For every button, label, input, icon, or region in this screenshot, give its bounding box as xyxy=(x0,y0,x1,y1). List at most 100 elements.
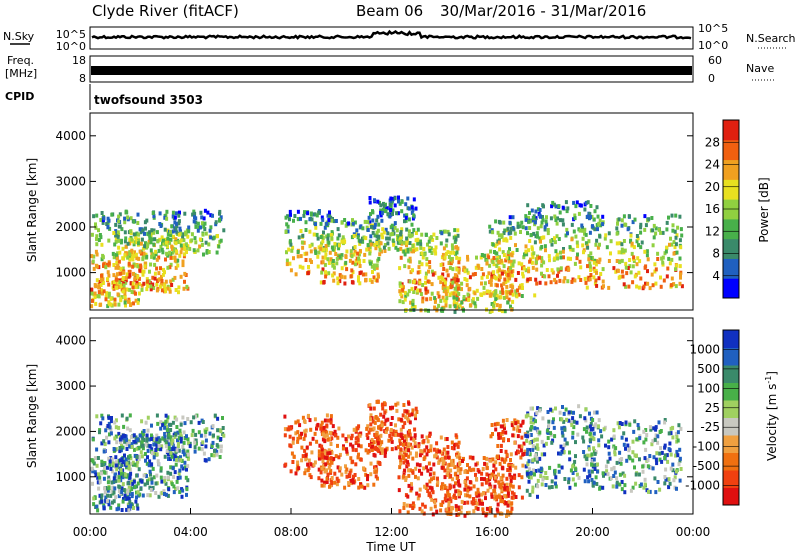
power-colorbar-label: 12 xyxy=(705,224,720,238)
power-colorbar-label: 16 xyxy=(705,202,720,216)
heatmap-cell xyxy=(543,274,547,279)
velocity-colorbar-segment xyxy=(723,382,739,401)
noise-left-top-tick: 10^5 xyxy=(56,28,86,41)
heatmap-cell xyxy=(103,486,106,491)
heatmap-cell xyxy=(472,484,476,489)
heatmap-cell xyxy=(663,475,667,479)
heatmap-cell xyxy=(330,459,333,464)
heatmap-cell xyxy=(303,471,307,476)
heatmap-cell xyxy=(495,257,499,262)
heatmap-cell xyxy=(114,472,118,477)
velocity-ytick-label: 4000 xyxy=(55,334,86,348)
heatmap-cell xyxy=(285,258,289,263)
heatmap-cell xyxy=(416,476,420,481)
heatmap-cell xyxy=(511,215,515,220)
heatmap-cell xyxy=(113,436,117,441)
heatmap-cell xyxy=(143,220,147,225)
heatmap-cell xyxy=(421,255,425,260)
heatmap-cell xyxy=(219,444,223,449)
heatmap-cell xyxy=(456,278,460,283)
heatmap-cell xyxy=(352,234,356,238)
heatmap-cell xyxy=(458,456,462,461)
heatmap-cell xyxy=(551,200,555,205)
heatmap-cell xyxy=(432,476,436,481)
heatmap-cell xyxy=(163,282,167,287)
heatmap-cell xyxy=(528,440,532,445)
heatmap-cell xyxy=(347,434,350,439)
heatmap-cell xyxy=(90,304,94,309)
heatmap-cell xyxy=(525,252,529,257)
heatmap-cell xyxy=(213,448,216,453)
heatmap-cell xyxy=(115,285,118,290)
heatmap-cell xyxy=(153,276,157,281)
heatmap-cell xyxy=(590,452,594,457)
heatmap-cell xyxy=(480,267,484,271)
heatmap-cell xyxy=(403,297,407,302)
heatmap-cell xyxy=(193,211,197,216)
heatmap-cell xyxy=(621,471,625,476)
heatmap-cell xyxy=(177,471,181,476)
heatmap-cell xyxy=(106,480,110,485)
heatmap-cell xyxy=(285,222,289,227)
heatmap-cell xyxy=(356,437,360,442)
heatmap-cell xyxy=(137,282,141,286)
heatmap-cell xyxy=(534,216,538,221)
heatmap-cell xyxy=(500,487,504,492)
heatmap-cell xyxy=(446,470,450,475)
heatmap-cell xyxy=(125,272,129,277)
heatmap-cell xyxy=(135,503,139,508)
heatmap-cell xyxy=(502,220,506,225)
heatmap-cell xyxy=(98,233,102,237)
heatmap-cell xyxy=(615,241,619,246)
heatmap-cell xyxy=(620,487,624,492)
heatmap-cell xyxy=(487,271,491,276)
heatmap-cell xyxy=(562,247,565,251)
heatmap-cell xyxy=(183,460,187,465)
heatmap-cell xyxy=(288,239,292,244)
heatmap-cell xyxy=(155,266,159,271)
heatmap-cell xyxy=(570,237,574,242)
heatmap-cell xyxy=(506,491,510,496)
heatmap-cell xyxy=(334,454,338,459)
heatmap-cell xyxy=(179,436,183,441)
heatmap-cell xyxy=(153,237,157,242)
heatmap-cell xyxy=(424,271,428,276)
heatmap-cell xyxy=(511,484,515,489)
heatmap-cell xyxy=(529,257,533,262)
heatmap-cell xyxy=(91,469,95,474)
heatmap-cell xyxy=(679,426,683,431)
heatmap-cell xyxy=(480,253,484,257)
heatmap-cell xyxy=(187,229,191,234)
heatmap-cell xyxy=(127,261,131,266)
heatmap-cell xyxy=(102,449,106,454)
heatmap-cell xyxy=(583,276,587,281)
heatmap-cell xyxy=(106,304,110,309)
heatmap-cell xyxy=(357,424,361,429)
heatmap-cell xyxy=(403,468,407,473)
heatmap-cell xyxy=(115,256,119,261)
heatmap-cell xyxy=(491,242,495,247)
heatmap-cell xyxy=(612,266,616,271)
heatmap-cell xyxy=(120,413,124,418)
heatmap-cell xyxy=(308,229,312,234)
heatmap-cell xyxy=(117,302,121,307)
heatmap-cell xyxy=(181,466,185,471)
heatmap-cell xyxy=(150,451,154,456)
heatmap-cell xyxy=(354,428,358,433)
heatmap-cell xyxy=(466,292,470,297)
heatmap-cell xyxy=(484,496,487,501)
heatmap-cell xyxy=(337,246,341,251)
heatmap-cell xyxy=(137,241,140,246)
heatmap-cell xyxy=(558,218,562,223)
heatmap-cell xyxy=(490,309,494,314)
heatmap-cell xyxy=(445,251,448,256)
heatmap-cell xyxy=(521,452,525,457)
heatmap-cell xyxy=(283,427,287,432)
heatmap-cell xyxy=(97,285,101,290)
heatmap-cell xyxy=(493,484,497,489)
heatmap-cell xyxy=(129,471,133,476)
heatmap-cell xyxy=(654,425,658,430)
heatmap-cell xyxy=(383,243,387,247)
heatmap-cell xyxy=(297,235,301,240)
heatmap-cell xyxy=(407,432,411,437)
